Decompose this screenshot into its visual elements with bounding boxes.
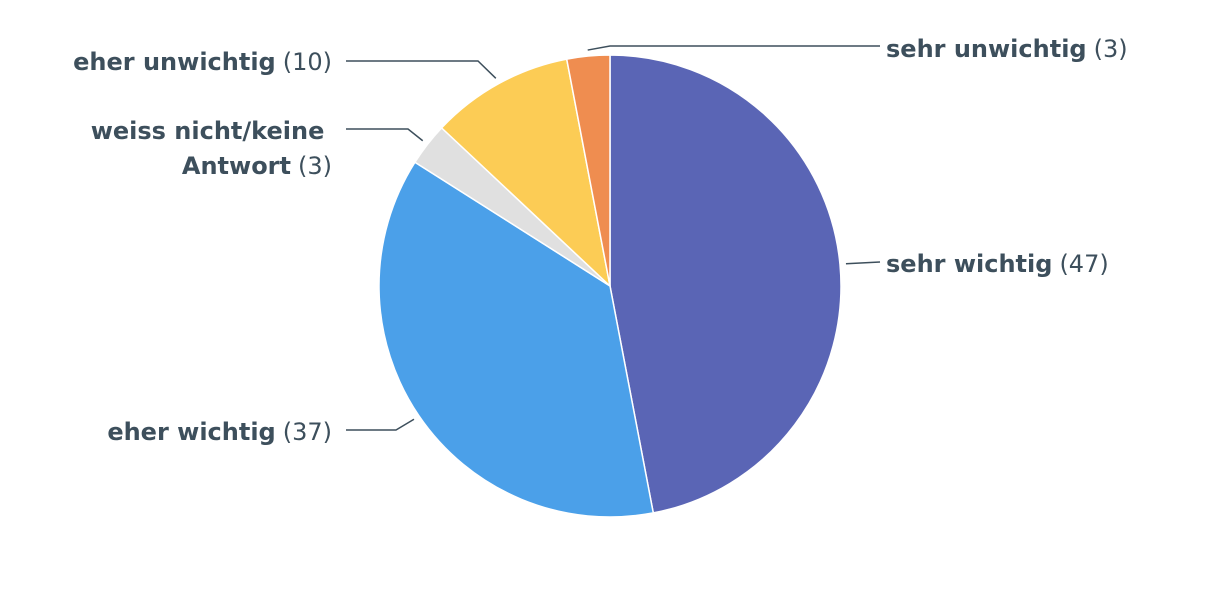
pie-slices xyxy=(378,54,842,518)
slice-label-sehr-unwichtig: sehr unwichtig (3) xyxy=(886,35,1128,63)
pie-slice-sehr-unwichtig xyxy=(565,54,611,287)
leader-line-sehr-wichtig xyxy=(845,261,881,265)
slice-label-eher-unwichtig: eher unwichtig (10) xyxy=(73,48,332,76)
slice-label-eher-wichtig: eher wichtig (37) xyxy=(107,418,332,446)
leader-line-eher-unwichtig xyxy=(346,60,497,79)
leader-line-weiss-nicht-keine-antwort xyxy=(346,128,424,142)
leader-line-eher-wichtig xyxy=(346,418,415,431)
pie-slice-eher-unwichtig xyxy=(440,58,612,289)
leader-line-sehr-unwichtig xyxy=(587,45,880,51)
slice-label-weiss-nicht: weiss nicht/keine Antwort (3) xyxy=(91,117,332,180)
pie-slice-sehr-wichtig xyxy=(609,54,842,514)
leader-lines xyxy=(346,45,881,431)
pie-slice-eher-wichtig xyxy=(378,161,655,518)
slice-label-sehr-wichtig: sehr wichtig (47) xyxy=(886,250,1109,278)
